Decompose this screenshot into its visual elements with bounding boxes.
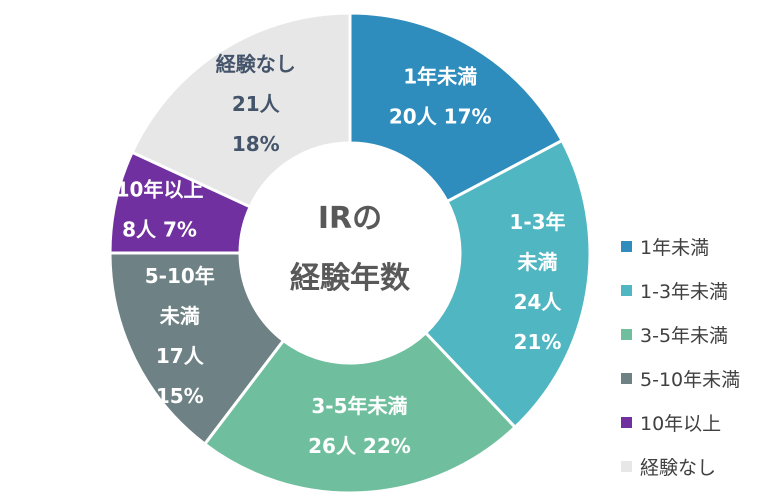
data-label-2-line-3: 24人	[514, 290, 563, 314]
data-label-4-line-1: 5-10年	[145, 264, 215, 288]
legend-swatch	[621, 240, 632, 252]
center-title-line-2: 経験年数	[290, 261, 411, 296]
legend-swatch	[621, 372, 632, 384]
data-label-6-line-3: 18%	[232, 132, 280, 156]
legend-swatch	[621, 416, 632, 428]
data-label-3-line-2: 26人 22%	[308, 434, 411, 458]
data-labels: 1年未満 20人 17% 1-3年未満 24人 21% 3-5年未満 26人 22% 5-10…	[116, 52, 566, 458]
legend-label: 1-3年未満	[640, 280, 729, 303]
data-label-1-line-1: 1年未満	[403, 65, 477, 89]
data-label-2-line-1: 1-3年	[509, 210, 565, 234]
data-label-5-line-1: 10年以上	[116, 178, 204, 202]
legend-swatch	[621, 460, 632, 472]
slice-3	[202, 330, 518, 495]
data-label-2-line-2: 未満	[517, 250, 557, 274]
data-label-6-line-2: 21人	[232, 92, 281, 116]
legend-item-6: 経験なし	[621, 444, 740, 488]
legend-label: 1年未満	[640, 236, 710, 259]
legend-label: 10年以上	[640, 412, 722, 435]
slice-4	[108, 251, 286, 447]
legend-item-2: 1-3年未満	[621, 268, 740, 312]
data-label-3-line-1: 3-5年未満	[311, 394, 407, 418]
legend: 1年未満 1-3年未満 3-5年未満 5-10年未満 10年以上経験なし	[621, 224, 740, 488]
legend-label: 3-5年未満	[640, 324, 729, 347]
legend-label: 経験なし	[640, 456, 717, 479]
slice-6	[130, 11, 352, 209]
legend-item-1: 1年未満	[621, 224, 740, 268]
slice-1	[348, 11, 565, 204]
legend-item-4: 5-10年未満	[621, 356, 740, 400]
data-label-1-line-2: 20人 17%	[389, 105, 492, 129]
legend-swatch	[621, 328, 632, 340]
data-label-4-line-2: 未満	[160, 304, 200, 328]
data-label-6-line-1: 経験なし	[216, 52, 296, 76]
legend-swatch	[621, 284, 632, 296]
data-label-2-line-4: 21%	[514, 330, 562, 354]
donut-slices	[108, 11, 592, 495]
data-label-5-line-2: 8人 7%	[122, 218, 197, 242]
data-label-4-line-4: 15%	[156, 384, 204, 408]
legend-item-5: 10年以上	[621, 400, 740, 444]
donut-chart: 1年未満 20人 17% 1-3年未満 24人 21% 3-5年未満 26人 22% 5-10…	[108, 11, 592, 495]
slice-2	[423, 138, 592, 430]
legend-label: 5-10年未満	[640, 368, 741, 391]
data-label-4-line-3: 17人	[156, 344, 205, 368]
legend-item-3: 3-5年未満	[621, 312, 740, 356]
center-title-line-1: IRの	[318, 201, 382, 236]
